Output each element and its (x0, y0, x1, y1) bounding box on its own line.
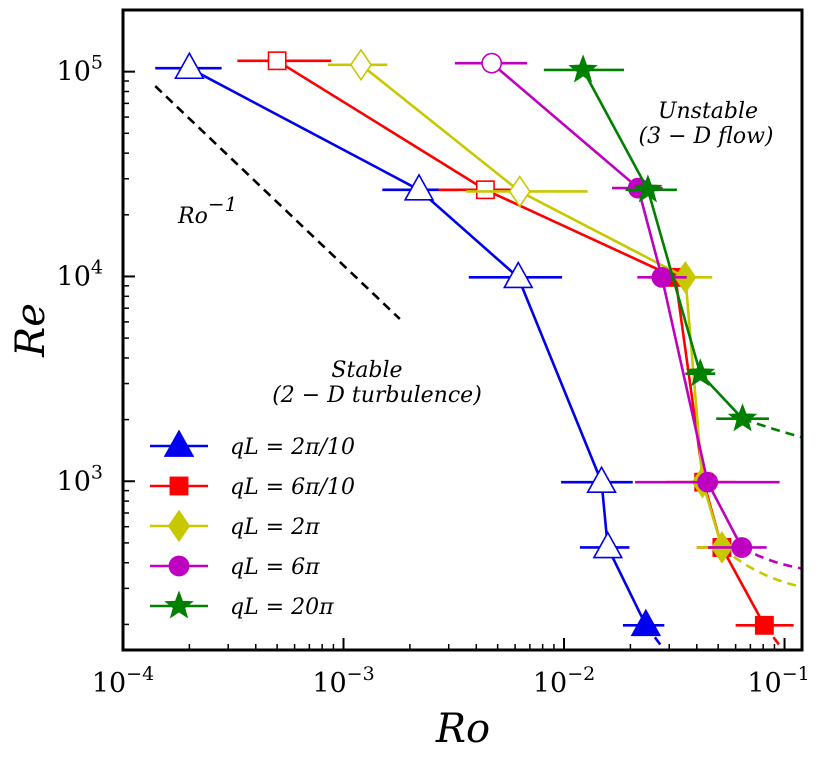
series-line (581, 69, 744, 420)
data-point (349, 48, 373, 82)
unstable-label: Unstable (658, 99, 758, 124)
series-layer (155, 48, 802, 647)
legend-label: qL = 20π (230, 595, 334, 620)
x-tick-label: 10−2 (533, 663, 595, 699)
data-point (651, 266, 673, 288)
data-point (754, 615, 774, 635)
series-tail-dashed (721, 546, 802, 589)
tick-layer: 10−4 10−3 10−2 10−1 103 104 105 (57, 9, 810, 699)
data-point (508, 175, 531, 208)
legend-marker (169, 476, 189, 496)
data-point (592, 530, 624, 559)
legend-label: qL = 6π/10 (230, 475, 355, 500)
data-point (731, 537, 753, 558)
x-tick-label: 10−4 (92, 663, 154, 699)
reference-line (154, 85, 401, 320)
data-point (568, 54, 598, 83)
data-point (685, 358, 716, 387)
legend-item: qL = 20π (150, 590, 334, 620)
data-point (481, 52, 503, 74)
stable-sublabel: (2 − D turbulence) (272, 383, 482, 408)
reference-layer (154, 85, 401, 320)
data-point (630, 608, 662, 637)
series-tail-dashed (742, 417, 802, 439)
legend-marker (163, 429, 195, 457)
ro-inverse-label: Ro−1 (177, 192, 237, 229)
legend-label: qL = 2π (230, 515, 320, 540)
series-1 (155, 51, 665, 647)
y-axis-title: Re (8, 303, 54, 358)
y-tick-label: 103 (57, 461, 103, 497)
data-point (403, 173, 435, 201)
legend-marker (167, 509, 191, 543)
legend-item: qL = 6π/10 (150, 475, 355, 500)
x-tick-label: 10−3 (312, 663, 374, 699)
data-point (475, 180, 495, 200)
data-point (502, 260, 534, 289)
plot-frame (121, 8, 804, 652)
legend-item: qL = 6π (150, 555, 320, 580)
legend: qL = 2π/10 qL = 6π/10 qL = 2π qL = 6π qL = 2… (150, 429, 355, 620)
series-line (188, 67, 648, 626)
data-point (633, 174, 663, 203)
data-point (267, 51, 287, 71)
unstable-sublabel: (3 − D flow) (639, 124, 774, 149)
ro-inverse-exp: −1 (208, 192, 237, 216)
y-tick-label: 104 (57, 256, 103, 292)
series-line (276, 59, 766, 626)
data-point (697, 471, 719, 493)
legend-label: qL = 2π/10 (230, 435, 355, 460)
legend-item: qL = 2π/10 (150, 429, 355, 460)
data-point (174, 51, 205, 80)
series-5 (543, 54, 802, 439)
y-tick-label: 105 (57, 52, 103, 88)
legend-marker (168, 555, 190, 577)
ro-inverse-base: Ro (177, 204, 208, 229)
data-point (586, 465, 617, 494)
legend-marker (164, 590, 194, 619)
x-tick-label: 10−1 (747, 663, 809, 699)
stable-label: Stable (331, 358, 402, 383)
legend-label: qL = 6π (230, 555, 320, 580)
data-point (727, 403, 758, 432)
legend-item: qL = 2π (150, 509, 320, 543)
x-axis-title: Ro (435, 706, 490, 752)
